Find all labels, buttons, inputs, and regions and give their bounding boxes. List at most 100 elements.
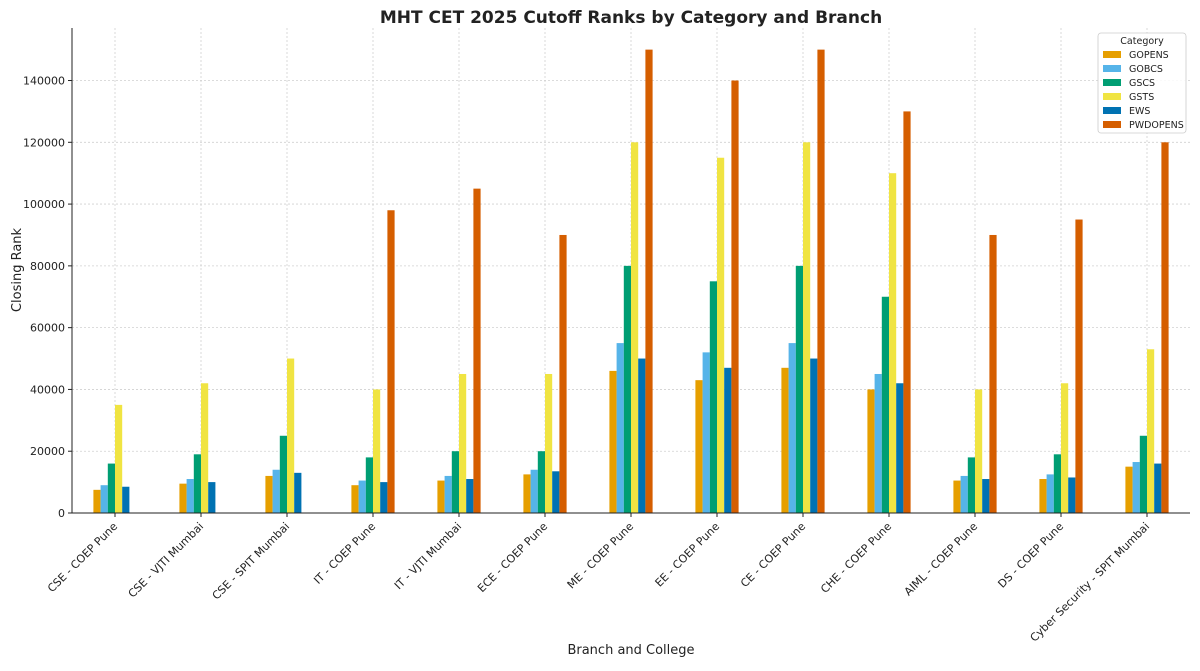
bar <box>609 370 617 513</box>
bar <box>1125 466 1133 513</box>
bar <box>702 352 710 513</box>
bar <box>645 49 653 513</box>
bar <box>960 475 968 513</box>
legend-swatch <box>1103 79 1121 86</box>
bar <box>107 463 115 513</box>
y-tick-label: 0 <box>58 507 65 520</box>
bar <box>967 457 975 513</box>
x-tick-label: EE - COEP Pune <box>653 520 723 590</box>
bar <box>724 367 732 513</box>
bars <box>93 49 1169 513</box>
x-tick-label: IT - VJTI Mumbai <box>392 520 464 592</box>
bar <box>616 343 624 513</box>
bar <box>810 358 818 513</box>
x-tick-label: AIML - COEP Pune <box>902 520 981 599</box>
bar <box>208 482 216 513</box>
bar <box>186 479 194 513</box>
bar <box>1075 219 1083 513</box>
bar <box>1154 463 1162 513</box>
legend-swatch <box>1103 121 1121 128</box>
y-tick-label: 80000 <box>30 260 65 273</box>
bar <box>1147 349 1155 513</box>
bar <box>122 486 130 513</box>
legend-swatch <box>1103 93 1121 100</box>
y-tick-label: 120000 <box>23 136 65 149</box>
x-tick-label: CHE - COEP Pune <box>818 520 894 596</box>
bar <box>473 188 481 513</box>
bar <box>1053 454 1061 513</box>
x-axis-label: Branch and College <box>567 643 694 658</box>
x-tick-label: ME - COEP Pune <box>565 520 637 592</box>
x-tick-label: CSE - VJTI Mumbai <box>126 520 206 600</box>
bar <box>351 485 359 513</box>
bar <box>975 389 983 513</box>
x-tick-label: DS - COEP Pune <box>995 520 1066 591</box>
legend-item-label: EWS <box>1129 106 1150 117</box>
bar <box>537 451 545 513</box>
y-tick-label: 60000 <box>30 322 65 335</box>
ticks: 0 20000 40000 60000 80000 100000 120000 140000 C… <box>23 75 1152 645</box>
bar <box>1068 477 1076 513</box>
bar <box>466 479 474 513</box>
legend-item-label: PWDOPENS <box>1129 120 1184 131</box>
bar <box>358 480 366 513</box>
x-tick-label: CE - COEP Pune <box>738 520 808 590</box>
bar <box>1046 474 1054 513</box>
y-tick-label: 20000 <box>30 445 65 458</box>
bar <box>559 234 567 513</box>
x-tick-label: ECE - COEP Pune <box>475 520 550 595</box>
bar <box>717 157 725 513</box>
bar <box>265 475 273 513</box>
bar <box>953 480 961 513</box>
x-tick-label: CSE - COEP Pune <box>45 520 120 595</box>
legend-item-label: GOBCS <box>1129 64 1163 75</box>
bar <box>623 265 631 513</box>
x-tick-label: IT - COEP Pune <box>311 520 378 587</box>
bar <box>272 469 280 513</box>
bar <box>1061 383 1069 513</box>
bar <box>731 80 739 513</box>
bar <box>817 49 825 513</box>
y-axis-label: Closing Rank <box>10 227 25 312</box>
bar <box>365 457 373 513</box>
chart-title: MHT CET 2025 Cutoff Ranks by Category an… <box>380 8 882 28</box>
y-tick-label: 100000 <box>23 198 65 211</box>
bar <box>781 367 789 513</box>
legend: Category GOPENS GOBCS GSCS GSTS EWS PWDOPENS <box>1097 32 1187 134</box>
legend-swatch <box>1103 51 1121 58</box>
bar <box>795 265 803 513</box>
bar <box>881 296 889 513</box>
bar <box>93 489 101 513</box>
bar <box>523 474 531 513</box>
bar <box>874 373 882 513</box>
bar <box>201 383 209 513</box>
bar <box>279 435 287 513</box>
bar <box>373 389 381 513</box>
bar <box>444 475 452 513</box>
bar <box>115 404 123 513</box>
x-tick-label: CSE - SPIT Mumbai <box>210 520 292 602</box>
bar <box>380 482 388 513</box>
bar <box>982 479 990 513</box>
bar <box>530 469 538 513</box>
bar <box>631 142 639 513</box>
legend-item-label: GSTS <box>1129 92 1154 103</box>
bar <box>709 281 717 513</box>
bar <box>638 358 646 513</box>
bar <box>100 485 108 513</box>
bar <box>294 472 302 513</box>
legend-swatch <box>1103 107 1121 114</box>
bar <box>287 358 295 513</box>
bar <box>451 451 459 513</box>
bar <box>867 389 875 513</box>
bar <box>803 142 811 513</box>
bar <box>193 454 201 513</box>
bar <box>1039 479 1047 513</box>
bar <box>1161 142 1169 513</box>
bar <box>179 483 187 513</box>
bar <box>545 373 553 513</box>
bar <box>387 210 395 513</box>
bar <box>903 111 911 513</box>
